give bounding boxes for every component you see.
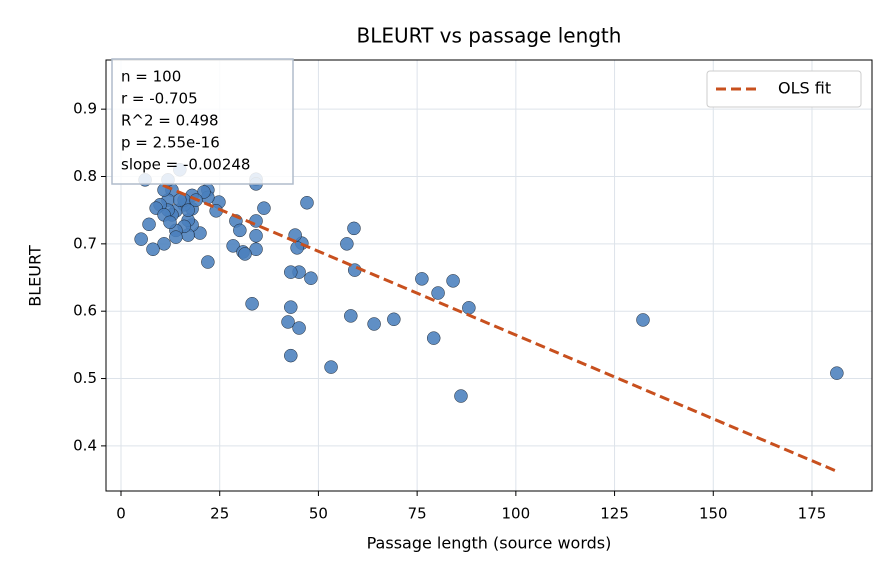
stats-box: [111, 58, 294, 185]
point: [245, 297, 259, 311]
point: [142, 217, 156, 232]
point: [233, 223, 247, 238]
x-tick-label: 0: [116, 505, 126, 523]
y-axis-label: BLEURT: [26, 245, 45, 307]
point: [340, 237, 354, 251]
stats-line: r = -0.705: [121, 90, 198, 108]
point: [181, 203, 195, 217]
y-tick-label: 0.8: [73, 167, 97, 185]
point: [201, 255, 215, 269]
point: [146, 242, 160, 256]
point: [169, 230, 183, 244]
legend-box: [706, 70, 862, 108]
point: [226, 239, 240, 253]
stats-line: n = 100: [121, 68, 181, 86]
point: [134, 232, 148, 246]
point: [426, 331, 441, 345]
point: [462, 301, 476, 315]
point: [300, 196, 314, 210]
point: [284, 348, 298, 363]
y-tick-label: 0.9: [73, 100, 97, 118]
x-tick-label: 100: [502, 505, 531, 523]
point: [292, 321, 306, 335]
point: [238, 247, 252, 261]
y-tick-label: 0.6: [73, 302, 97, 320]
x-tick-label: 50: [309, 505, 328, 523]
x-tick-label: 125: [600, 505, 629, 523]
point: [830, 366, 844, 380]
point: [281, 315, 295, 329]
point: [284, 300, 298, 314]
point: [431, 286, 445, 300]
point: [249, 229, 263, 243]
point: [636, 313, 650, 327]
fit-line: [162, 183, 837, 473]
stats-line: slope = -0.00248: [121, 156, 250, 174]
point: [157, 237, 171, 251]
x-tick-label: 175: [798, 505, 827, 523]
point: [284, 265, 298, 279]
point: [347, 221, 361, 236]
x-tick-label: 75: [408, 505, 427, 523]
stats-line: R^2 = 0.498: [121, 112, 219, 130]
y-tick-label: 0.4: [73, 436, 97, 454]
stats-line: p = 2.55e-16: [121, 134, 220, 152]
chart-title: BLEURT vs passage length: [357, 24, 622, 48]
point: [446, 274, 460, 288]
y-tick-label: 0.5: [73, 369, 97, 387]
point: [387, 312, 401, 327]
point: [304, 271, 318, 285]
point: [415, 272, 429, 286]
point: [344, 309, 358, 323]
point: [324, 360, 338, 374]
axes-frame: [105, 59, 873, 492]
point: [367, 317, 381, 331]
x-axis-label: Passage length (source words): [367, 534, 612, 553]
legend-label: OLS fit: [778, 79, 831, 98]
point: [163, 215, 177, 230]
point: [454, 389, 468, 403]
y-tick-label: 0.7: [73, 234, 97, 252]
x-tick-label: 25: [210, 505, 229, 523]
x-tick-label: 150: [699, 505, 728, 523]
point: [257, 201, 271, 215]
